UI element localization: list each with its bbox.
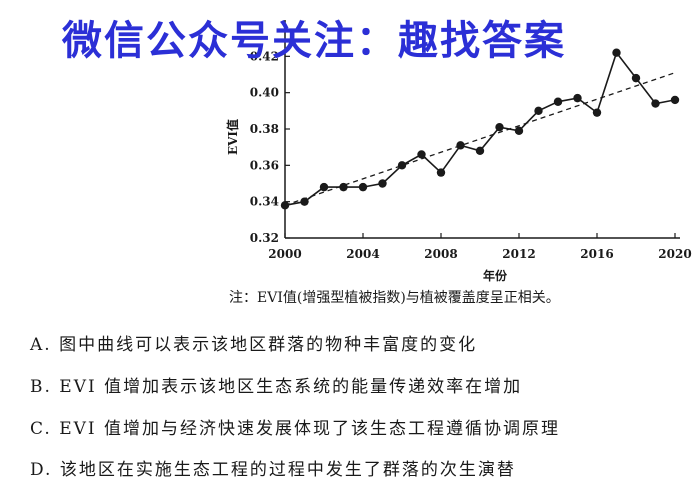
data-point [300,197,309,206]
x-tick-label: 2016 [580,247,613,261]
y-tick-label: 0.34 [250,195,279,209]
chart-ticks: 0.32 0.34 0.36 0.38 0.40 0.42 2000 2004 2008 2012… [250,49,692,261]
data-point [397,161,407,170]
x-tick-label: 2020 [658,247,691,261]
data-point [456,141,465,150]
data-point [339,182,348,192]
data-point [514,126,524,136]
data-point [631,73,641,83]
series-line-path [284,51,676,207]
data-point [378,179,387,188]
data-point [612,48,621,57]
x-axis-label: 年份 [483,268,508,283]
data-point [358,182,368,192]
data-point [534,106,543,116]
watermark-text: 微信公众号关注：趣找答案 [62,18,566,64]
x-tick-label: 2012 [502,247,535,261]
trend-line-path [284,72,676,206]
data-point [592,108,602,117]
data-point [651,99,660,108]
y-tick-label: 0.32 [250,231,279,245]
y-tick-label: 0.40 [250,86,279,100]
option-b[interactable]: B. EVI 值增加表示该地区生态系统的能量传递效率在增加 [30,377,523,397]
data-point [670,95,680,105]
data-point [319,182,329,192]
data-point [573,93,582,103]
x-tick-label: 2008 [424,247,457,261]
option-a[interactable]: A. 图中曲线可以表示该地区群落的物种丰富度的变化 [30,335,478,355]
y-tick-label: 0.42 [250,49,279,63]
data-point [475,146,485,155]
y-tick-label: 0.36 [250,158,279,172]
option-c[interactable]: C. EVI 值增加与经济快速发展体现了该生态工程遵循协调原理 [30,419,561,439]
x-tick-label: 2004 [346,247,379,261]
y-tick-label: 0.38 [250,122,279,136]
data-point [495,122,504,132]
data-point [553,97,563,106]
chart-note: 注：EVI值(增强型植被指数)与植被覆盖度呈正相关。 [229,290,560,306]
option-d[interactable]: D. 该地区在实施生态工程的过程中发生了群落的次生演替 [30,460,516,480]
x-tick-label: 2000 [268,247,301,261]
evi-series [280,48,680,210]
data-point [436,168,446,177]
y-axis-label: EVI值 [225,119,240,155]
data-point [280,201,290,210]
data-point [417,150,426,159]
trend-line [284,72,676,206]
